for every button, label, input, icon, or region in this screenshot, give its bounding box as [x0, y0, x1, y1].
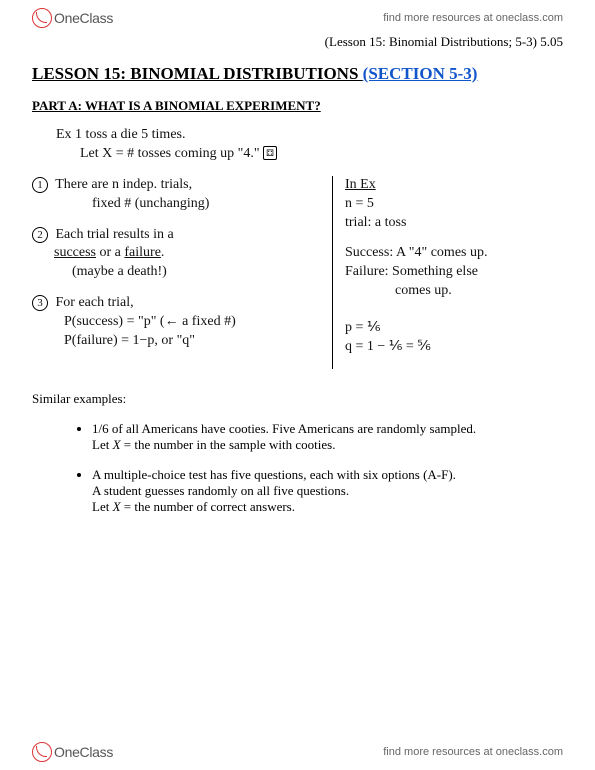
- examples-list: 1/6 of all Americans have cooties. Five …: [92, 421, 563, 515]
- hw-r-n5: n = 5: [345, 195, 563, 214]
- b1-let: Let: [92, 437, 113, 452]
- hw-point-2: 2 Each trial results in a success or a f…: [32, 226, 322, 283]
- hw-r-block1: In Ex n = 5 trial: a toss: [345, 176, 563, 233]
- header-logo: OneClass: [32, 8, 113, 28]
- hw-r-fail1: Failure: Something else: [345, 263, 563, 282]
- hw-p2-or: or a: [96, 245, 124, 260]
- part-a-heading: PART A: WHAT IS A BINOMIAL EXPERIMENT?: [32, 98, 563, 114]
- list-item: 1/6 of all Americans have cooties. Five …: [92, 421, 563, 453]
- hw-r-inex: In Ex: [345, 176, 563, 195]
- logo-text: OneClass: [54, 10, 113, 26]
- hw-p2-l2: success or a failure.: [54, 244, 322, 263]
- hw-r-succ: Success: A "4" comes up.: [345, 244, 563, 263]
- b2-l2: A student guesses randomly on all five q…: [92, 483, 349, 498]
- circled-3-icon: 3: [32, 295, 48, 311]
- footer-find-link[interactable]: find more resources at oneclass.com: [383, 746, 563, 758]
- hw-r-fail2: comes up.: [395, 282, 563, 301]
- hw-ex-line2-wrap: Let X = # tosses coming up "4." ⚃: [80, 145, 563, 164]
- header: OneClass find more resources at oneclass…: [32, 8, 563, 28]
- footer-logo: OneClass: [32, 742, 113, 762]
- b1-X: X: [113, 437, 121, 452]
- b2-let: Let: [92, 499, 113, 514]
- hw-r-block2: Success: A "4" comes up. Failure: Someth…: [345, 244, 563, 301]
- hw-p3-l1: For each trial,: [56, 295, 134, 310]
- hw-p2-failure: failure: [124, 245, 161, 260]
- b2-rest: = the number of correct answers.: [121, 499, 295, 514]
- footer-logo-text: OneClass: [54, 744, 113, 760]
- hw-r-p: p = ⅙: [345, 319, 563, 338]
- hw-left-col: 1 There are n indep. trials, fixed # (un…: [32, 176, 332, 369]
- b1-rest: = the number in the sample with cooties.: [121, 437, 336, 452]
- hw-point-1: 1 There are n indep. trials, fixed # (un…: [32, 176, 322, 214]
- hw-ex-line1: Ex 1 toss a die 5 times.: [56, 126, 563, 145]
- hw-p2-l3: (maybe a death!): [72, 263, 322, 282]
- b1-l1: 1/6 of all Americans have cooties. Five …: [92, 421, 476, 436]
- footer: OneClass find more resources at oneclass…: [32, 742, 563, 762]
- hw-point-3: 3 For each trial, P(success) = "p" (← a …: [32, 294, 322, 351]
- hw-p1-l1: There are n indep. trials,: [55, 177, 192, 192]
- die-icon: ⚃: [263, 146, 277, 160]
- hw-p2-success: success: [54, 245, 96, 260]
- hw-right-col: In Ex n = 5 trial: a toss Success: A "4"…: [332, 176, 563, 369]
- hw-columns: 1 There are n indep. trials, fixed # (un…: [32, 176, 563, 369]
- circled-1-icon: 1: [32, 177, 48, 193]
- hw-r-q: q = 1 − ⅙ = ⅚: [345, 338, 563, 357]
- list-item: A multiple-choice test has five question…: [92, 467, 563, 515]
- hw-p3-l3: P(failure) = 1−p, or "q": [64, 332, 322, 351]
- similar-heading: Similar examples:: [32, 391, 563, 407]
- b2-X: X: [113, 499, 121, 514]
- hw-r-trial: trial: a toss: [345, 214, 563, 233]
- hw-p1-l2: fixed # (unchanging): [92, 195, 322, 214]
- hw-p2-dot: .: [161, 245, 165, 260]
- context-line: (Lesson 15: Binomial Distributions; 5-3)…: [32, 34, 563, 50]
- header-find-link[interactable]: find more resources at oneclass.com: [383, 12, 563, 24]
- circled-2-icon: 2: [32, 227, 48, 243]
- logo-icon: [32, 8, 52, 28]
- hw-example: Ex 1 toss a die 5 times. Let X = # tosse…: [56, 126, 563, 164]
- title-plain: LESSON 15: BINOMIAL DISTRIBUTIONS: [32, 64, 363, 83]
- hw-p2-l1: Each trial results in a: [56, 227, 174, 242]
- hw-ex-line2: Let X = # tosses coming up "4.": [80, 146, 260, 161]
- handwritten-notes: Ex 1 toss a die 5 times. Let X = # tosse…: [32, 126, 563, 369]
- page: OneClass find more resources at oneclass…: [0, 0, 595, 770]
- logo-icon: [32, 742, 52, 762]
- hw-p3-l2: P(success) = "p" (← a fixed #): [64, 313, 322, 332]
- title-section-link[interactable]: (SECTION 5-3): [363, 64, 478, 83]
- page-title: LESSON 15: BINOMIAL DISTRIBUTIONS (SECTI…: [32, 64, 563, 84]
- b2-l1: A multiple-choice test has five question…: [92, 467, 456, 482]
- hw-r-block3: p = ⅙ q = 1 − ⅙ = ⅚: [345, 319, 563, 357]
